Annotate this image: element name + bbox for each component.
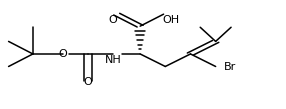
Text: O: O (108, 15, 117, 25)
Text: Br: Br (224, 62, 236, 72)
Text: O: O (59, 49, 67, 59)
Text: O: O (84, 77, 92, 87)
Text: NH: NH (105, 55, 122, 65)
Text: OH: OH (162, 15, 179, 25)
